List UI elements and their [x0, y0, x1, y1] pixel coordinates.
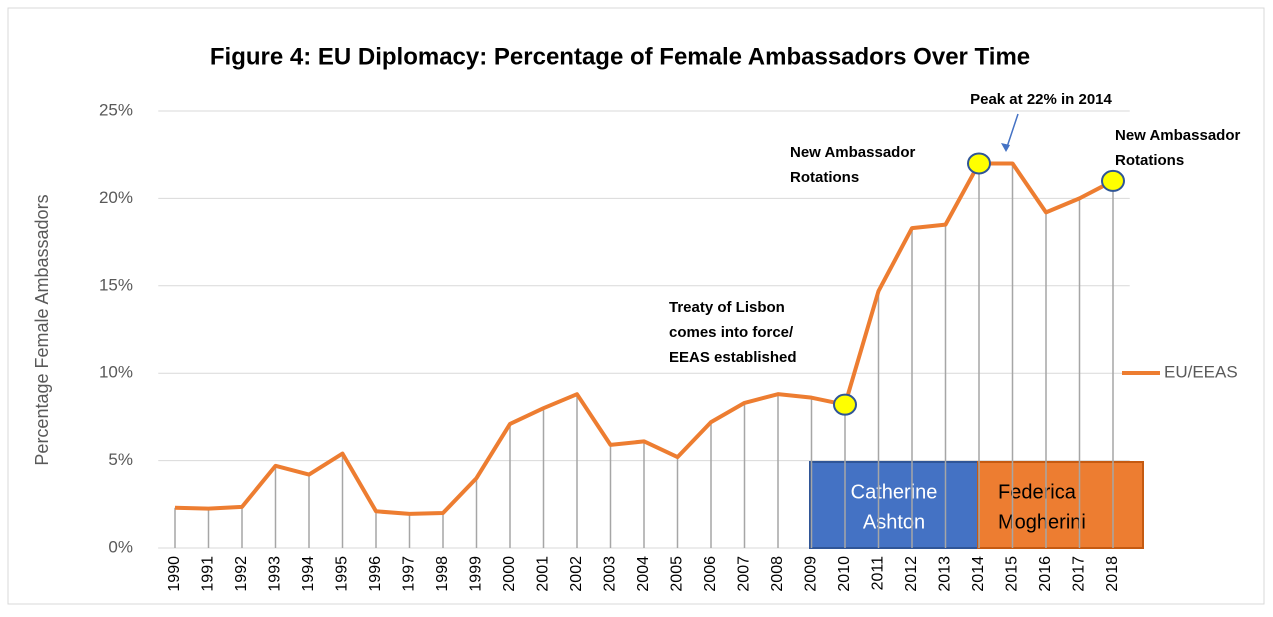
x-tick-label: 1996: [367, 556, 384, 592]
x-tick-label: 2000: [501, 556, 518, 592]
y-tick-label: 20%: [99, 188, 133, 207]
period-box: [977, 461, 1144, 549]
period-label: Federica: [998, 481, 1077, 503]
chart-title: Figure 4: EU Diplomacy: Percentage of Fe…: [210, 43, 1030, 70]
x-tick-label: 2015: [1004, 556, 1021, 592]
x-tick-label: 1993: [267, 556, 284, 592]
x-tick-label: 2004: [635, 556, 652, 592]
x-tick-label: 2010: [836, 556, 853, 592]
annotation: New Ambassador: [1115, 127, 1240, 144]
annotation: comes into force/: [669, 324, 794, 341]
x-tick-label: 1990: [166, 556, 183, 592]
highlight-marker: [1101, 169, 1125, 192]
annotation: Peak at 22% in 2014: [970, 91, 1112, 108]
x-tick-label: 2013: [937, 556, 954, 592]
x-tick-label: 2016: [1037, 556, 1054, 592]
y-tick-label: 25%: [99, 100, 133, 119]
x-tick-label: 2008: [769, 556, 786, 592]
annotation-arrowhead: [1001, 143, 1010, 152]
period-label: Catherine: [851, 481, 938, 503]
x-tick-label: 2002: [568, 556, 585, 592]
annotation: Rotations: [790, 169, 859, 186]
x-tick-label: 2001: [535, 556, 552, 592]
x-tick-label: 2009: [803, 556, 820, 592]
x-tick-label: 2014: [970, 556, 987, 592]
x-tick-label: 1991: [200, 556, 217, 592]
annotation: Treaty of Lisbon: [669, 299, 785, 316]
x-tick-label: 2011: [870, 556, 887, 591]
legend-label: EU/EEAS: [1164, 362, 1238, 381]
annotation: Rotations: [1115, 152, 1184, 169]
period-label: Mogherini: [998, 511, 1086, 533]
x-tick-label: 2017: [1071, 556, 1088, 592]
x-tick-label: 1994: [300, 556, 317, 592]
annotation: EEAS established: [669, 349, 797, 366]
period-label: Ashton: [863, 511, 925, 533]
highlight-marker: [967, 152, 991, 175]
x-tick-label: 1999: [468, 556, 485, 592]
y-tick-label: 10%: [99, 363, 133, 382]
x-tick-label: 1995: [334, 556, 351, 592]
annotation: New Ambassador: [790, 144, 915, 161]
series-line: [174, 161, 1114, 516]
y-tick-label: 5%: [108, 450, 133, 469]
y-tick-label: 0%: [108, 537, 133, 556]
period-box: [809, 461, 979, 549]
annotation-arrow: [1005, 113, 1019, 151]
x-tick-label: 2018: [1104, 556, 1121, 592]
y-tick-label: 15%: [99, 275, 133, 294]
x-tick-label: 2007: [736, 556, 753, 592]
x-tick-label: 1992: [233, 556, 250, 592]
x-tick-label: 2006: [702, 556, 719, 592]
x-tick-label: 2012: [903, 556, 920, 592]
highlight-marker: [833, 393, 857, 416]
x-tick-label: 1998: [434, 556, 451, 592]
x-tick-label: 1997: [401, 556, 418, 592]
y-axis-label: Percentage Female Ambassadors: [32, 194, 52, 465]
x-tick-label: 2005: [669, 556, 686, 592]
x-tick-label: 2003: [602, 556, 619, 592]
